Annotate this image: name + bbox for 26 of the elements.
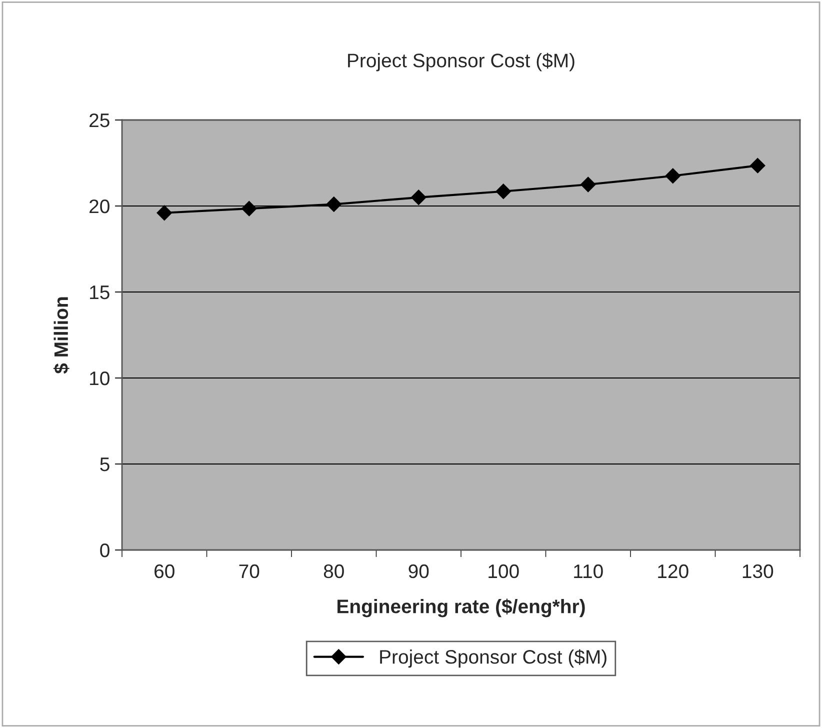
x-tick-label: 70: [239, 564, 260, 578]
y-tick-label: 25: [90, 113, 110, 128]
point: [496, 184, 511, 199]
x-tick-label: 130: [742, 564, 774, 578]
point: [750, 158, 766, 174]
chart-title: Project Sponsor Cost ($M): [348, 52, 574, 72]
point: [242, 201, 257, 216]
point: [580, 176, 596, 192]
point: [411, 190, 426, 205]
y-tick-label: 0: [100, 543, 110, 558]
x-tick-label: 110: [574, 564, 603, 578]
y-tick-label: 20: [90, 199, 110, 214]
x-tick-label: 100: [488, 564, 519, 578]
x-tick-label: 60: [154, 564, 174, 578]
y-axis-title: $ Million: [53, 297, 70, 374]
legend-label: Project Sponsor Cost ($M): [380, 649, 606, 668]
y-tick-label: 5: [100, 458, 110, 472]
y-tick-label: 10: [90, 371, 110, 386]
point: [156, 205, 172, 220]
x-axis-title: Engineering rate ($/eng*hr): [338, 598, 585, 618]
x-tick-label: 80: [324, 564, 344, 578]
point: [665, 168, 680, 184]
x-tick-label: 120: [658, 564, 688, 578]
y-tick-label: 15: [90, 286, 110, 300]
x-tick-label: 90: [408, 564, 429, 578]
point: [326, 196, 342, 212]
